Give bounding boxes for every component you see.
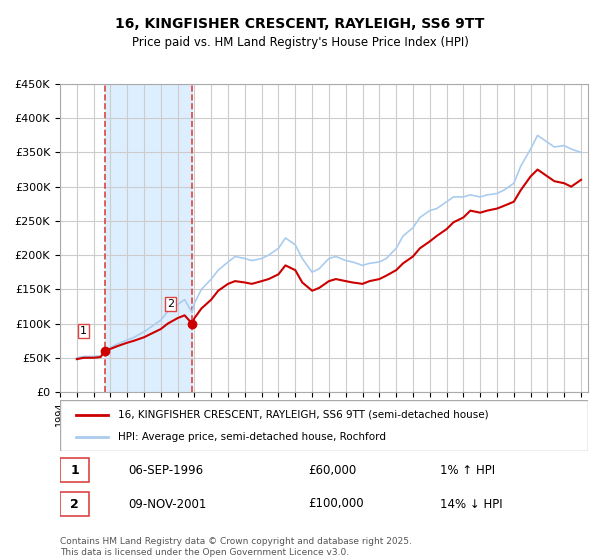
Text: 2: 2 (167, 299, 174, 309)
Text: 09-NOV-2001: 09-NOV-2001 (128, 497, 207, 511)
Text: 14% ↓ HPI: 14% ↓ HPI (440, 497, 503, 511)
Text: £60,000: £60,000 (308, 464, 356, 477)
FancyBboxPatch shape (60, 492, 89, 516)
Text: 06-SEP-1996: 06-SEP-1996 (128, 464, 204, 477)
Text: This data is licensed under the Open Government Licence v3.0.: This data is licensed under the Open Gov… (60, 548, 349, 557)
Text: Price paid vs. HM Land Registry's House Price Index (HPI): Price paid vs. HM Land Registry's House … (131, 36, 469, 49)
Text: 16, KINGFISHER CRESCENT, RAYLEIGH, SS6 9TT: 16, KINGFISHER CRESCENT, RAYLEIGH, SS6 9… (115, 17, 485, 31)
Text: 16, KINGFISHER CRESCENT, RAYLEIGH, SS6 9TT (semi-detached house): 16, KINGFISHER CRESCENT, RAYLEIGH, SS6 9… (118, 409, 489, 419)
Text: 1% ↑ HPI: 1% ↑ HPI (440, 464, 495, 477)
Text: 1: 1 (80, 326, 87, 336)
Text: 1: 1 (70, 464, 79, 477)
FancyBboxPatch shape (60, 458, 89, 483)
Text: Contains HM Land Registry data © Crown copyright and database right 2025.: Contains HM Land Registry data © Crown c… (60, 537, 412, 546)
FancyBboxPatch shape (60, 400, 588, 451)
Text: 2: 2 (70, 497, 79, 511)
Text: £100,000: £100,000 (308, 497, 364, 511)
Bar (105, 84, 192, 392)
Text: HPI: Average price, semi-detached house, Rochford: HPI: Average price, semi-detached house,… (118, 432, 386, 442)
